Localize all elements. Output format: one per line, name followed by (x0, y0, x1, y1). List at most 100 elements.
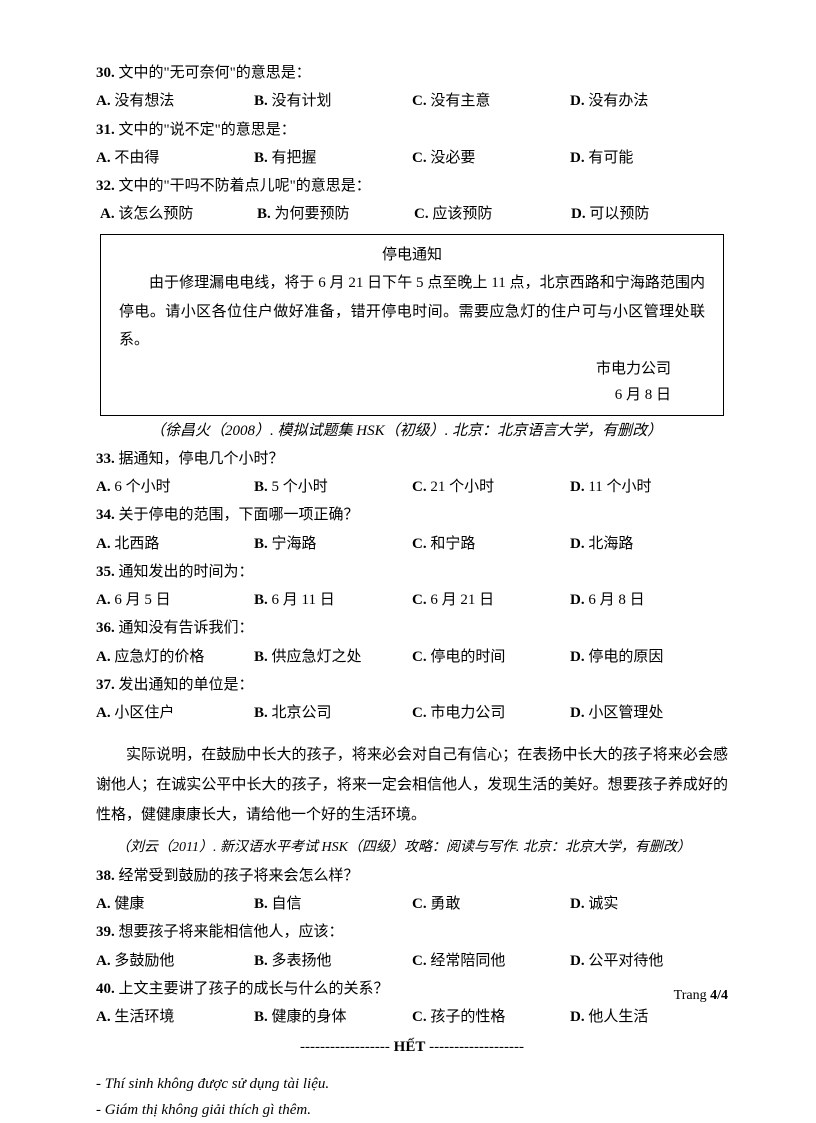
q37-opt-d: D. 小区管理处 (570, 700, 728, 726)
question-35-stem: 35. 通知发出的时间为： (96, 559, 728, 585)
q32-opt-d: D. 可以预防 (571, 201, 728, 227)
question-40-stem: 40. 上文主要讲了孩子的成长与什么的关系？ (96, 976, 728, 1002)
q37-opt-a: A. 小区住户 (96, 700, 254, 726)
notice-title: 停电通知 (119, 241, 705, 270)
q39-num: 39. (96, 924, 115, 940)
q36-opt-a: A. 应急灯的价格 (96, 644, 254, 670)
question-32-options: A. 该怎么预防 B. 为何要预防 C. 应该预防 D. 可以预防 (96, 201, 728, 227)
q35-opt-c: C. 6 月 21 日 (412, 587, 570, 613)
end-word: HẾT (394, 1039, 426, 1055)
q38-opt-c: C. 勇敢 (412, 891, 570, 917)
end-dash-right: ------------------- (425, 1039, 524, 1055)
q33-opt-b: B. 5 个小时 (254, 474, 412, 500)
q36-opt-d: D. 停电的原因 (570, 644, 728, 670)
question-37-options: A. 小区住户 B. 北京公司 C. 市电力公司 D. 小区管理处 (96, 700, 728, 726)
q30-opt-c: C. 没有主意 (412, 88, 570, 114)
page-label: Trang (674, 988, 710, 1003)
q32-opt-b: B. 为何要预防 (257, 201, 414, 227)
q35-num: 35. (96, 564, 115, 580)
source-citation-1: （徐昌火（2008）. 模拟试题集 HSK（初级）. 北京：北京语言大学，有删改… (150, 418, 728, 444)
question-31-options: A. 不由得 B. 有把握 C. 没必要 D. 有可能 (96, 145, 728, 171)
end-marker: ------------------ HẾT -----------------… (96, 1034, 728, 1060)
q34-text: 关于停电的范围，下面哪一项正确？ (115, 507, 359, 523)
q36-opt-c: C. 停电的时间 (412, 644, 570, 670)
footnote-1: - Thí sinh không được sử dụng tài liệu. (96, 1071, 728, 1097)
question-36-options: A. 应急灯的价格 B. 供应急灯之处 C. 停电的时间 D. 停电的原因 (96, 644, 728, 670)
question-31-stem: 31. 文中的"说不定"的意思是： (96, 117, 728, 143)
q31-num: 31. (96, 122, 115, 138)
question-38-stem: 38. 经常受到鼓励的孩子将来会怎么样？ (96, 863, 728, 889)
q33-opt-d: D. 11 个小时 (570, 474, 728, 500)
q33-opt-c: C. 21 个小时 (412, 474, 570, 500)
q39-opt-b: B. 多表扬他 (254, 948, 412, 974)
q40-num: 40. (96, 981, 115, 997)
question-36-stem: 36. 通知没有告诉我们： (96, 615, 728, 641)
q38-num: 38. (96, 868, 115, 884)
q34-num: 34. (96, 507, 115, 523)
q32-text: 文中的"干吗不防着点儿呢"的意思是： (115, 178, 371, 194)
q39-text: 想要孩子将来能相信他人，应该： (115, 924, 344, 940)
q38-text: 经常受到鼓励的孩子将来会怎么样？ (115, 868, 359, 884)
q31-opt-c: C. 没必要 (412, 145, 570, 171)
q38-opt-b: B. 自信 (254, 891, 412, 917)
q31-text: 文中的"说不定"的意思是： (115, 122, 296, 138)
reading-passage: 实际说明，在鼓励中长大的孩子，将来必会对自己有信心；在表扬中长大的孩子将来必会感… (96, 740, 728, 830)
question-39-options: A. 多鼓励他 B. 多表扬他 C. 经常陪同他 D. 公平对待他 (96, 948, 728, 974)
q40-opt-a: A. 生活环境 (96, 1004, 254, 1030)
notice-sign1: 市电力公司 (119, 357, 705, 381)
question-37-stem: 37. 发出通知的单位是： (96, 672, 728, 698)
notice-box: 停电通知 由于修理漏电电线，将于 6 月 21 日下午 5 点至晚上 11 点，… (100, 234, 724, 416)
q32-opt-a: A. 该怎么预防 (100, 201, 257, 227)
q35-opt-a: A. 6 月 5 日 (96, 587, 254, 613)
q31-opt-b: B. 有把握 (254, 145, 412, 171)
q37-num: 37. (96, 677, 115, 693)
q38-opt-d: D. 诚实 (570, 891, 728, 917)
q32-opt-c: C. 应该预防 (414, 201, 571, 227)
question-30-stem: 30. 文中的"无可奈何"的意思是： (96, 60, 728, 86)
q36-num: 36. (96, 620, 115, 636)
q34-opt-d: D. 北海路 (570, 531, 728, 557)
q38-opt-a: A. 健康 (96, 891, 254, 917)
question-38-options: A. 健康 B. 自信 C. 勇敢 D. 诚实 (96, 891, 728, 917)
question-33-options: A. 6 个小时 B. 5 个小时 C. 21 个小时 D. 11 个小时 (96, 474, 728, 500)
q34-opt-b: B. 宁海路 (254, 531, 412, 557)
q30-opt-d: D. 没有办法 (570, 88, 728, 114)
question-34-options: A. 北西路 B. 宁海路 C. 和宁路 D. 北海路 (96, 531, 728, 557)
q40-opt-c: C. 孩子的性格 (412, 1004, 570, 1030)
question-39-stem: 39. 想要孩子将来能相信他人，应该： (96, 919, 728, 945)
q32-num: 32. (96, 178, 115, 194)
q30-num: 30. (96, 65, 115, 81)
question-33-stem: 33. 据通知，停电几个小时？ (96, 446, 728, 472)
q35-opt-b: B. 6 月 11 日 (254, 587, 412, 613)
q31-opt-d: D. 有可能 (570, 145, 728, 171)
notice-sign2: 6 月 8 日 (119, 383, 705, 407)
q39-opt-a: A. 多鼓励他 (96, 948, 254, 974)
question-32-stem: 32. 文中的"干吗不防着点儿呢"的意思是： (96, 173, 728, 199)
page-number: Trang 4/4 (674, 984, 728, 1009)
q31-opt-a: A. 不由得 (96, 145, 254, 171)
q40-text: 上文主要讲了孩子的成长与什么的关系？ (115, 981, 389, 997)
question-34-stem: 34. 关于停电的范围，下面哪一项正确？ (96, 502, 728, 528)
q30-opt-a: A. 没有想法 (96, 88, 254, 114)
q33-text: 据通知，停电几个小时？ (115, 451, 284, 467)
q40-opt-b: B. 健康的身体 (254, 1004, 412, 1030)
q35-opt-d: D. 6 月 8 日 (570, 587, 728, 613)
q33-opt-a: A. 6 个小时 (96, 474, 254, 500)
q33-num: 33. (96, 451, 115, 467)
source-citation-2: （刘云（2011）. 新汉语水平考试 HSK（四级）攻略：阅读与写作. 北京：北… (116, 836, 728, 861)
q36-text: 通知没有告诉我们： (115, 620, 254, 636)
q34-opt-a: A. 北西路 (96, 531, 254, 557)
page-num-value: 4/4 (710, 988, 728, 1003)
question-30-options: A. 没有想法 B. 没有计划 C. 没有主意 D. 没有办法 (96, 88, 728, 114)
end-dash-left: ------------------ (300, 1039, 394, 1055)
q35-text: 通知发出的时间为： (115, 564, 254, 580)
q30-text: 文中的"无可奈何"的意思是： (115, 65, 311, 81)
q39-opt-c: C. 经常陪同他 (412, 948, 570, 974)
question-40-options: A. 生活环境 B. 健康的身体 C. 孩子的性格 D. 他人生活 (96, 1004, 728, 1030)
q30-opt-b: B. 没有计划 (254, 88, 412, 114)
q36-opt-b: B. 供应急灯之处 (254, 644, 412, 670)
question-35-options: A. 6 月 5 日 B. 6 月 11 日 C. 6 月 21 日 D. 6 … (96, 587, 728, 613)
q37-opt-c: C. 市电力公司 (412, 700, 570, 726)
notice-body: 由于修理漏电电线，将于 6 月 21 日下午 5 点至晚上 11 点，北京西路和… (119, 269, 705, 355)
q37-opt-b: B. 北京公司 (254, 700, 412, 726)
